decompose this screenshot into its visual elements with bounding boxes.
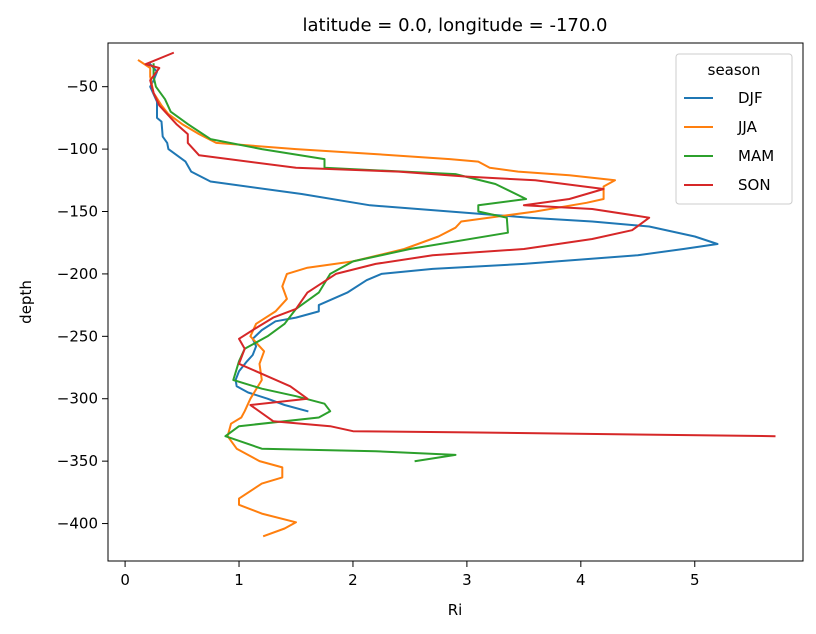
y-tick-label: −250 [57, 327, 98, 345]
x-tick-label: 5 [690, 571, 700, 589]
series-line-son [144, 51, 776, 438]
legend-label-mam: MAM [738, 147, 774, 165]
plot-frame [107, 42, 804, 562]
x-axis: 0 1 2 3 4 5 [120, 561, 700, 589]
x-tick-label: 2 [348, 571, 358, 589]
chart-title: latitude = 0.0, longitude = -170.0 [302, 15, 607, 36]
y-tick-label: −50 [66, 78, 98, 96]
y-tick-label: −200 [57, 265, 98, 283]
y-tick-label: −100 [57, 140, 98, 158]
y-axis: −400 −350 −300 −250 −200 −150 −100 −50 [57, 78, 108, 533]
legend: season DJF JJA MAM SON [675, 53, 793, 205]
series-line-djf [148, 62, 719, 413]
series-line-jja [137, 59, 616, 538]
series-line-mam [152, 63, 528, 463]
y-tick-label: −300 [57, 390, 98, 408]
legend-label-son: SON [738, 176, 771, 194]
y-axis-label: depth [17, 280, 35, 324]
series-layer [137, 51, 776, 538]
x-tick-label: 4 [576, 571, 586, 589]
y-tick-label: −400 [57, 515, 98, 533]
legend-label-jja: JJA [737, 118, 758, 136]
x-tick-label: 1 [234, 571, 244, 589]
legend-items: DJF JJA MAM SON [684, 89, 774, 194]
x-tick-label: 3 [462, 571, 472, 589]
x-tick-label: 0 [120, 571, 130, 589]
legend-label-djf: DJF [738, 89, 763, 107]
y-tick-label: −350 [57, 452, 98, 470]
legend-box [675, 53, 793, 205]
legend-title: season [708, 61, 761, 79]
y-tick-label: −150 [57, 203, 98, 221]
x-axis-label: Ri [448, 601, 463, 619]
